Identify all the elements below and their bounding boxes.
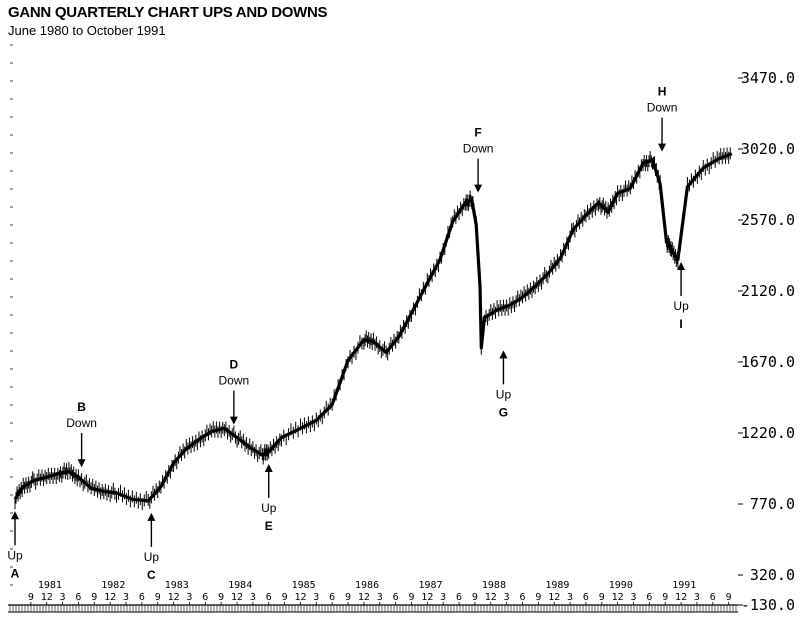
x-month-label: 9 xyxy=(535,592,541,603)
x-month-label: 6 xyxy=(456,592,462,603)
x-year-label: 1987 xyxy=(418,580,442,591)
x-month-label: 12 xyxy=(358,592,370,603)
x-year-label: 1989 xyxy=(545,580,569,591)
x-month-label: 12 xyxy=(675,592,687,603)
x-month-label: 3 xyxy=(60,592,66,603)
x-month-label: 6 xyxy=(139,592,145,603)
x-month-label: 6 xyxy=(646,592,652,603)
x-year-label: 1982 xyxy=(101,580,125,591)
annotation-letter: I xyxy=(679,317,682,331)
x-month-label: 9 xyxy=(599,592,605,603)
arrow-head xyxy=(474,184,483,193)
x-month-label: 9 xyxy=(282,592,288,603)
chart-subtitle: June 1980 to October 1991 xyxy=(8,23,166,38)
y-tick-label: 2570.0 xyxy=(741,211,795,229)
x-month-label: 9 xyxy=(91,592,97,603)
x-month-label: 6 xyxy=(329,592,335,603)
arrow-head xyxy=(11,511,19,520)
x-month-label: 6 xyxy=(583,592,589,603)
arrow-head xyxy=(658,143,667,152)
x-month-label: 6 xyxy=(75,592,81,603)
x-month-label: 9 xyxy=(155,592,161,603)
x-month-label: 3 xyxy=(694,592,700,603)
y-tick-label: 1220.0 xyxy=(741,424,795,442)
x-month-label: 12 xyxy=(421,592,433,603)
y-tick-label: 1670.0 xyxy=(741,353,795,371)
annotation-label: Up xyxy=(7,548,23,562)
annotation-letter: F xyxy=(474,126,481,140)
x-month-label: 12 xyxy=(168,592,180,603)
y-tick-label: 3020.0 xyxy=(741,140,795,158)
annotation-letter: H xyxy=(658,85,667,99)
annotation-label: Up xyxy=(673,299,689,313)
x-year-label: 1988 xyxy=(482,580,506,591)
annotation-label: Down xyxy=(463,142,494,156)
arrow-head xyxy=(264,463,273,472)
x-month-label: 9 xyxy=(218,592,224,603)
annotation-label: Up xyxy=(496,387,512,401)
x-month-label: 6 xyxy=(710,592,716,603)
x-year-label: 1981 xyxy=(38,580,62,591)
annotation-label: Down xyxy=(647,101,678,115)
x-month-label: 9 xyxy=(726,592,732,603)
series-line xyxy=(13,152,733,503)
x-year-label: 1991 xyxy=(672,580,696,591)
annotation-letter: D xyxy=(230,358,239,372)
chart-title: GANN QUARTERLY CHART UPS AND DOWNS xyxy=(8,4,328,21)
x-month-label: 3 xyxy=(377,592,383,603)
x-month-label: 9 xyxy=(408,592,414,603)
x-year-label: 1990 xyxy=(609,580,633,591)
x-month-label: 9 xyxy=(472,592,478,603)
x-year-label: 1986 xyxy=(355,580,379,591)
annotation-letter: B xyxy=(77,400,86,414)
x-year-label: 1983 xyxy=(165,580,189,591)
arrow-head xyxy=(229,416,238,425)
x-month-label: 9 xyxy=(28,592,34,603)
arrow-head xyxy=(677,261,686,270)
annotation-label: Up xyxy=(144,550,160,564)
x-month-label: 12 xyxy=(231,592,243,603)
y-tick-label: 3470.0 xyxy=(741,69,795,87)
x-month-label: 12 xyxy=(485,592,497,603)
x-month-label: 12 xyxy=(41,592,53,603)
x-month-label: 3 xyxy=(250,592,256,603)
x-month-label: 9 xyxy=(662,592,668,603)
x-month-label: 12 xyxy=(294,592,306,603)
arrow-head xyxy=(147,512,156,521)
annotation-letter: A xyxy=(11,566,20,580)
x-month-label: 12 xyxy=(548,592,560,603)
annotation-letter: G xyxy=(499,405,508,419)
annotation-letter: E xyxy=(265,519,273,533)
x-month-label: 3 xyxy=(313,592,319,603)
x-month-label: 3 xyxy=(567,592,573,603)
y-tick-label: 2120.0 xyxy=(741,282,795,300)
y-tick-label: 770.0 xyxy=(750,495,795,513)
x-month-label: 3 xyxy=(630,592,636,603)
x-month-label: 3 xyxy=(123,592,129,603)
y-tick-label: -130.0 xyxy=(741,596,795,614)
x-month-label: 3 xyxy=(504,592,510,603)
annotation-letter: C xyxy=(147,568,156,582)
x-month-label: 6 xyxy=(266,592,272,603)
y-tick-label: 320.0 xyxy=(750,566,795,584)
annotation-label: Up xyxy=(261,501,277,515)
annotation-label: Down xyxy=(66,416,97,430)
x-month-label: 6 xyxy=(393,592,399,603)
x-month-label: 12 xyxy=(104,592,116,603)
x-month-label: 12 xyxy=(612,592,624,603)
x-month-label: 6 xyxy=(202,592,208,603)
arrow-head xyxy=(77,459,86,468)
x-month-label: 9 xyxy=(345,592,351,603)
arrow-head xyxy=(499,350,508,359)
annotation-label: Down xyxy=(219,374,250,388)
x-year-label: 1984 xyxy=(228,580,252,591)
x-month-label: 3 xyxy=(440,592,446,603)
x-month-label: 3 xyxy=(186,592,192,603)
x-month-label: 6 xyxy=(519,592,525,603)
x-year-label: 1985 xyxy=(292,580,316,591)
